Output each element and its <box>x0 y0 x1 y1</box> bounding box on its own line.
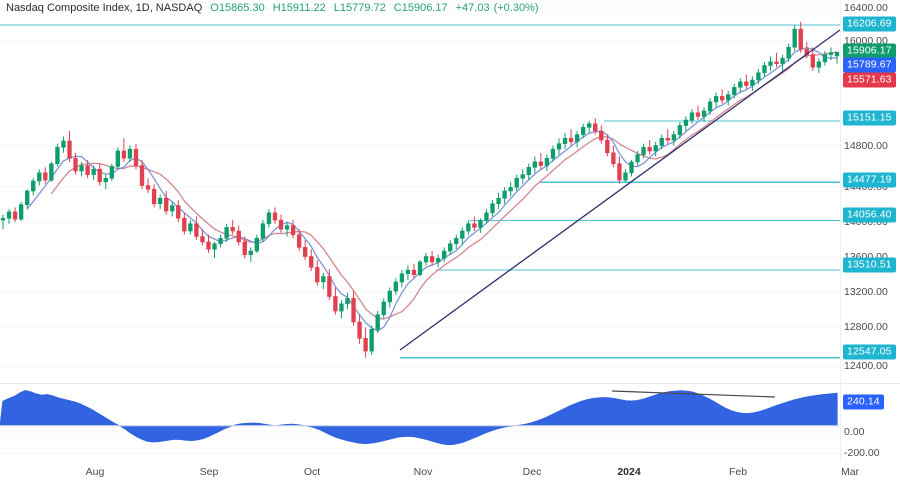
price-plot <box>0 7 840 367</box>
price-pane[interactable] <box>0 0 840 382</box>
time-axis-label: Sep <box>199 466 219 478</box>
price-gridline-label: 13200.00 <box>844 286 888 298</box>
open-value: 15865.30 <box>218 2 265 14</box>
time-axis-label: Nov <box>413 466 433 478</box>
pane-separator <box>0 383 900 384</box>
change-value: +47.03 <box>455 2 490 14</box>
indicator-pane[interactable] <box>0 385 840 461</box>
price-gridline-label: 12800.00 <box>844 321 888 333</box>
high-label: H <box>272 2 281 14</box>
symbol-label[interactable]: Nasdaq Composite Index, 1D, NASDAQ <box>6 2 203 14</box>
time-axis[interactable]: Aug Sep Oct Nov Dec 2024 Feb Mar <box>0 462 900 484</box>
price-tag[interactable]: 15151.15 <box>843 110 896 126</box>
price-tag[interactable]: 14477.19 <box>843 172 896 188</box>
price-tag[interactable]: 15571.63 <box>843 72 896 88</box>
close-value: 15906.17 <box>401 2 448 14</box>
chart-legend: Nasdaq Composite Index, 1D, NASDAQ O15865… <box>6 2 539 15</box>
low-value: 15779.72 <box>339 2 386 14</box>
change-percent: (+0.30%) <box>493 2 539 14</box>
time-axis-label: Oct <box>303 466 321 478</box>
price-gridline-label: 12400.00 <box>844 360 888 372</box>
indicator-axis[interactable]: 0.00 -200.00 240.14 <box>840 385 900 461</box>
time-axis-label: Aug <box>85 466 105 478</box>
price-tag[interactable]: 16206.69 <box>843 16 896 32</box>
indicator-gridline-label: -200.00 <box>844 447 880 459</box>
axis-divider <box>840 0 841 462</box>
oscillator-plot <box>0 390 840 454</box>
indicator-value-tag[interactable]: 240.14 <box>843 394 884 410</box>
price-tag[interactable]: 13510.51 <box>843 257 896 273</box>
price-axis[interactable]: 16400.0016000.0014800.0014400.0014000.00… <box>840 0 900 382</box>
price-gridline-label: 14800.00 <box>844 140 888 152</box>
time-axis-label: Dec <box>522 466 542 478</box>
open-label: O <box>210 2 219 14</box>
time-axis-label: Feb <box>728 466 748 478</box>
price-tag[interactable]: 15906.17 <box>843 43 896 59</box>
time-axis-label: 2024 <box>617 466 641 478</box>
price-tag[interactable]: 14056.40 <box>843 207 896 223</box>
close-label: C <box>393 2 402 14</box>
price-tag[interactable]: 15789.67 <box>843 57 896 73</box>
price-gridline-label: 16400.00 <box>844 2 888 14</box>
time-axis-label: Mar <box>840 466 860 478</box>
indicator-gridline-label: 0.00 <box>844 426 865 438</box>
price-tag[interactable]: 12547.05 <box>843 344 896 360</box>
low-label: L <box>333 2 340 14</box>
high-value: 15911.22 <box>280 2 326 14</box>
